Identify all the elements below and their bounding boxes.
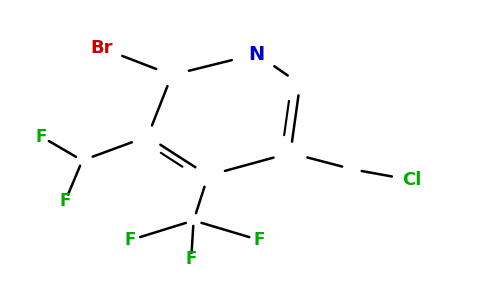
Text: F: F [60, 192, 71, 210]
Text: F: F [253, 231, 265, 249]
Text: F: F [185, 250, 197, 268]
Text: F: F [35, 128, 47, 146]
Text: Cl: Cl [402, 171, 421, 189]
Text: F: F [125, 231, 136, 249]
Text: N: N [248, 44, 265, 64]
Text: Br: Br [91, 39, 113, 57]
